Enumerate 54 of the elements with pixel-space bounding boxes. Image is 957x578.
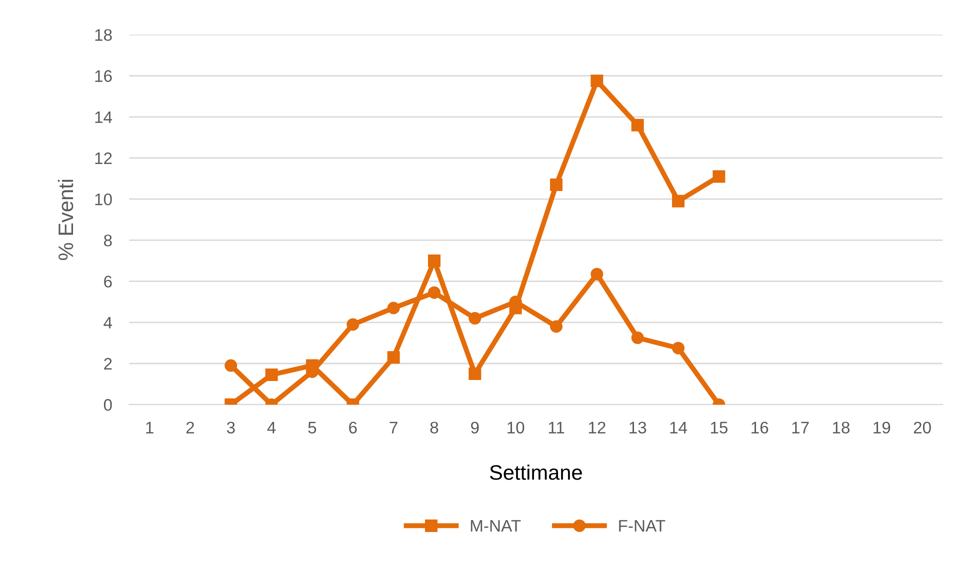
- x-tick-label: 4: [267, 422, 276, 434]
- x-tick-label: 14: [670, 422, 688, 434]
- y-tick-label: 10: [95, 193, 112, 206]
- x-tick-label: 2: [186, 422, 194, 434]
- x-tick-label: 19: [874, 422, 890, 434]
- x-tick-label: 7: [390, 422, 398, 434]
- x-axis-title: Settimane: [490, 464, 582, 480]
- point: [550, 178, 563, 191]
- point: [387, 302, 400, 314]
- x-tick-label: 10: [508, 422, 524, 434]
- y-tick-label: 18: [95, 29, 112, 41]
- point: [224, 359, 238, 372]
- x-tick-label: 8: [430, 422, 438, 434]
- point: [590, 74, 604, 88]
- point: [590, 268, 604, 280]
- x-tick-label: 9: [471, 422, 479, 434]
- point: [631, 118, 644, 132]
- x-tick-label: 6: [349, 422, 357, 434]
- y-tick-label: 2: [104, 358, 112, 370]
- point: [428, 254, 440, 267]
- point: [265, 368, 278, 382]
- y-tick-label: 14: [95, 111, 112, 123]
- point: [712, 170, 726, 183]
- x-tick-label: 1: [146, 422, 154, 434]
- point: [672, 194, 685, 208]
- y-tick-label: 4: [104, 316, 112, 328]
- point: [306, 359, 318, 372]
- legend-label: M-NAT: [470, 520, 521, 532]
- y-tick-label: 0: [104, 399, 112, 411]
- x-tick-label: 13: [630, 422, 646, 434]
- point: [346, 318, 360, 331]
- y-axis-title: % Eventi: [58, 180, 74, 260]
- point: [509, 302, 522, 314]
- x-tick-label: 12: [588, 422, 606, 434]
- x-tick-label: 20: [914, 422, 931, 434]
- point: [468, 368, 482, 380]
- point: [672, 342, 685, 354]
- point: [550, 320, 563, 333]
- x-tick-label: 11: [548, 422, 564, 434]
- y-tick-label: 6: [104, 276, 112, 288]
- x-tick-label: 17: [792, 422, 809, 434]
- y-tick-label: 8: [104, 234, 112, 246]
- x-tick-label: 18: [832, 422, 850, 434]
- x-tick-label: 3: [226, 422, 235, 434]
- x-tick-label: 5: [308, 422, 316, 434]
- legend-label: F-NAT: [619, 520, 666, 532]
- point: [631, 332, 644, 344]
- point: [468, 312, 482, 325]
- point: [387, 351, 400, 364]
- y-tick-label: 16: [95, 70, 112, 82]
- x-tick-label: 16: [752, 422, 768, 434]
- y-tick-label: 12: [95, 152, 112, 164]
- x-tick-label: 15: [710, 422, 728, 434]
- point: [428, 286, 440, 299]
